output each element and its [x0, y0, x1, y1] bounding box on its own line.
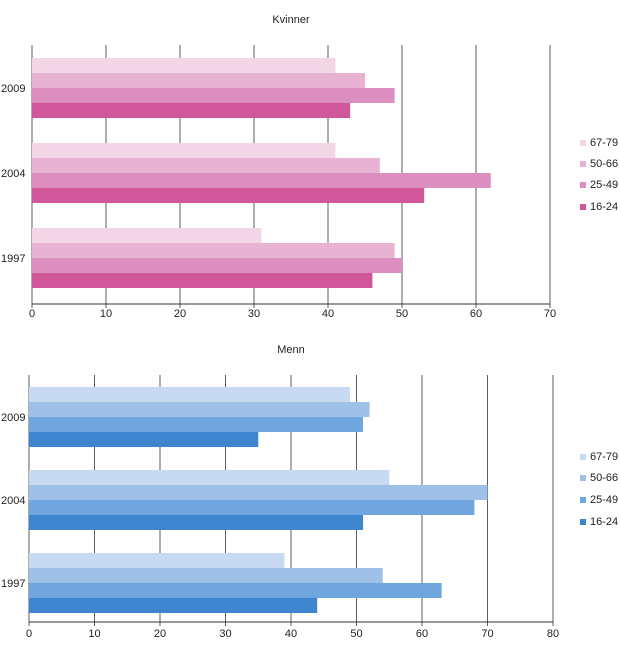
legend-label-1-2: 25-49 [590, 494, 618, 506]
bar-1-1-2 [29, 500, 475, 515]
bar-0-1-2 [32, 173, 491, 188]
bar-0-2-3 [32, 273, 373, 288]
x-tick-label-0-7: 70 [544, 308, 556, 320]
x-tick-label-0-6: 60 [470, 308, 482, 320]
x-tick-label-1-5: 50 [350, 628, 362, 640]
legend-label-0-2: 25-49 [590, 179, 618, 191]
legend-swatch-0-1 [580, 161, 586, 167]
x-tick-label-0-5: 50 [396, 308, 408, 320]
x-tick-label-0-4: 40 [322, 308, 334, 320]
bar-0-1-3 [32, 188, 425, 203]
x-tick-label-1-1: 10 [88, 628, 100, 640]
x-tick-label-1-7: 70 [481, 628, 493, 640]
bar-1-0-3 [29, 432, 259, 447]
bar-1-1-3 [29, 515, 364, 530]
y-category-label-1-2: 1997 [1, 578, 25, 590]
chart-title-0: Kvinner [272, 14, 310, 26]
y-category-label-1-0: 2009 [1, 412, 25, 424]
chart-title-1: Menn [277, 344, 305, 356]
bar-1-2-3 [29, 598, 318, 613]
bar-0-1-1 [32, 158, 380, 173]
bar-1-2-1 [29, 568, 383, 583]
bar-1-0-0 [29, 387, 350, 402]
x-tick-label-0-3: 30 [248, 308, 260, 320]
bar-1-1-0 [29, 470, 390, 485]
bar-1-0-1 [29, 402, 370, 417]
bar-0-2-1 [32, 243, 395, 258]
x-tick-label-0-0: 0 [29, 308, 35, 320]
bar-0-0-2 [32, 88, 395, 103]
x-tick-label-0-2: 20 [174, 308, 186, 320]
bar-0-2-2 [32, 258, 402, 273]
legend-swatch-0-2 [580, 182, 586, 188]
x-tick-label-1-2: 20 [154, 628, 166, 640]
x-tick-label-0-1: 10 [100, 308, 112, 320]
bar-0-1-0 [32, 143, 336, 158]
x-tick-label-1-4: 40 [285, 628, 297, 640]
legend-label-1-1: 50-66 [590, 472, 618, 484]
bar-0-0-3 [32, 103, 351, 118]
legend-label-0-3: 16-24 [590, 201, 618, 213]
legend-label-1-3: 16-24 [590, 516, 618, 528]
bar-1-2-0 [29, 553, 285, 568]
legend-swatch-1-3 [580, 519, 586, 525]
bar-1-1-1 [29, 485, 488, 500]
x-tick-label-1-6: 60 [416, 628, 428, 640]
x-tick-label-1-0: 0 [26, 628, 32, 640]
legend-swatch-0-3 [580, 204, 586, 210]
bar-1-2-2 [29, 583, 442, 598]
bar-0-0-1 [32, 73, 365, 88]
bar-0-2-0 [32, 228, 262, 243]
legend-label-1-0: 67-79 [590, 451, 618, 463]
legend-swatch-1-0 [580, 454, 586, 460]
y-category-label-0-1: 2004 [1, 168, 25, 180]
bar-0-0-0 [32, 58, 336, 73]
y-category-label-0-2: 1997 [1, 253, 25, 265]
legend-label-0-0: 67-79 [590, 137, 618, 149]
legend-swatch-0-0 [580, 140, 586, 146]
x-tick-label-1-3: 30 [219, 628, 231, 640]
x-tick-label-1-8: 80 [547, 628, 559, 640]
bar-1-0-2 [29, 417, 364, 432]
legend-swatch-1-2 [580, 497, 586, 503]
y-category-label-1-1: 2004 [1, 495, 25, 507]
legend-label-0-1: 50-66 [590, 158, 618, 170]
legend-swatch-1-1 [580, 475, 586, 481]
y-category-label-0-0: 2009 [1, 83, 25, 95]
